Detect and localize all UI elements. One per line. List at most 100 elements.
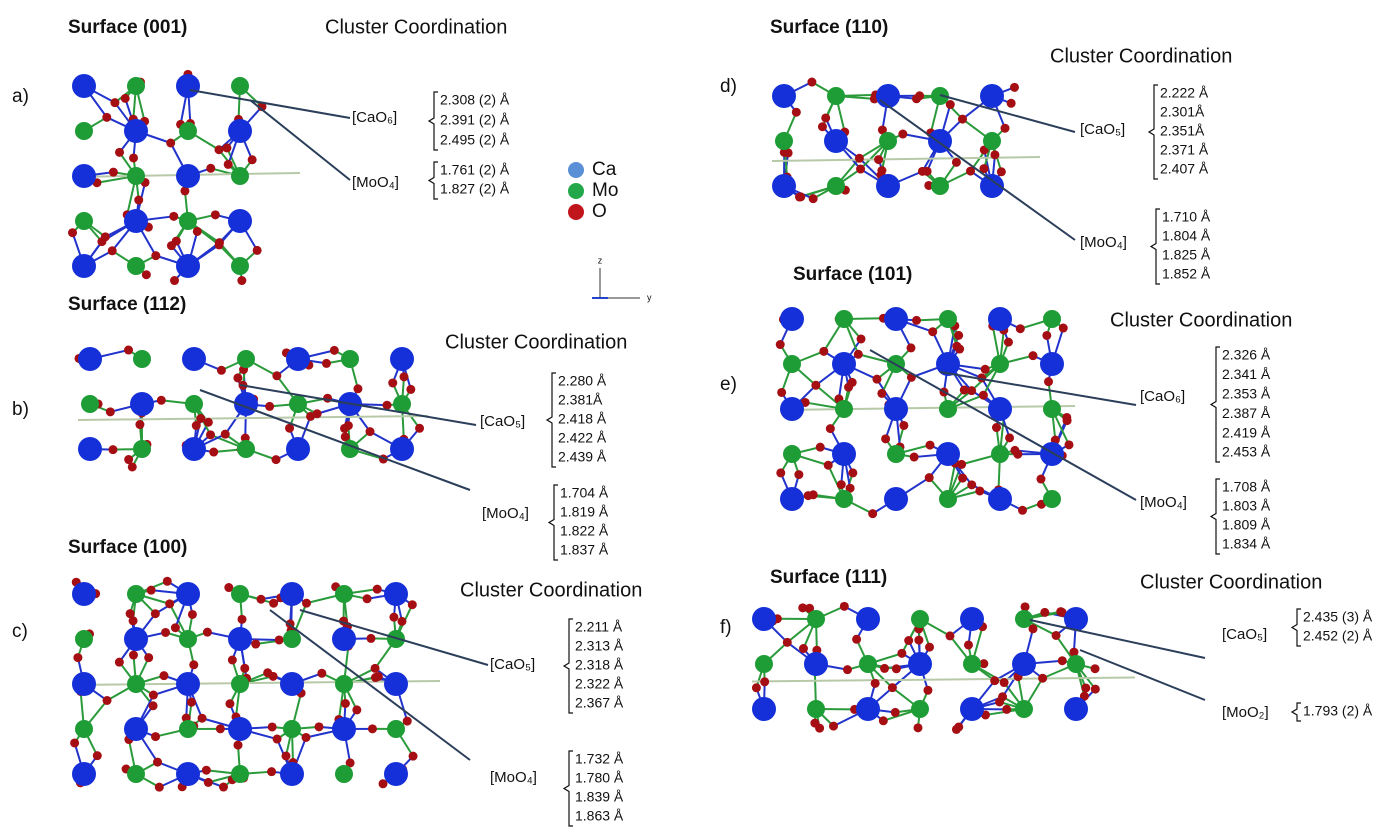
o-atom: [101, 232, 110, 241]
mo-atom: [827, 87, 845, 105]
panel-label: d): [720, 76, 737, 97]
crystal-structure: [68, 70, 300, 285]
mo-atom: [755, 655, 773, 673]
o-atom: [964, 640, 973, 649]
ca-atom: [280, 582, 304, 606]
o-atom: [237, 276, 246, 285]
o-atom: [879, 716, 888, 725]
bond-length: 1.822 Å: [560, 523, 609, 539]
o-atom: [415, 424, 424, 433]
o-atom: [406, 385, 415, 394]
o-atom: [818, 122, 827, 131]
legend-label: O: [592, 201, 607, 222]
bracket: [429, 92, 438, 150]
pointer-line: [250, 100, 350, 180]
ca-atom: [286, 437, 310, 461]
bracket: [549, 485, 558, 560]
bond-length: 1.803 Å: [1222, 498, 1271, 514]
pointer-line: [1080, 650, 1205, 700]
ca-atom: [182, 347, 206, 371]
ca-atom: [176, 164, 200, 188]
o-atom: [1028, 351, 1037, 360]
ca-atom: [390, 437, 414, 461]
panel-heading: Cluster Coordination: [1140, 571, 1322, 593]
pointer-line: [870, 350, 1136, 500]
ca-atom: [384, 672, 408, 696]
bond-length: 1.839 Å: [575, 789, 624, 805]
mo-atom: [775, 132, 793, 150]
mo-atom: [835, 310, 853, 328]
o-atom: [815, 724, 824, 733]
o-atom: [153, 758, 162, 767]
o-atom: [777, 388, 786, 397]
o-atom: [874, 155, 883, 164]
o-atom: [954, 331, 963, 340]
ca-atom: [832, 352, 856, 376]
o-atom: [108, 246, 117, 255]
ca-atom: [876, 84, 900, 108]
mo-atom: [911, 700, 929, 718]
ca-atom: [988, 397, 1012, 421]
bond-length: 2.367 Å: [575, 695, 624, 711]
o-atom: [1038, 674, 1047, 683]
o-atom: [409, 752, 418, 761]
bracket: [564, 619, 573, 713]
o-atom: [167, 241, 176, 250]
mo-atom: [991, 355, 1009, 373]
o-atom: [234, 741, 243, 750]
o-atom: [1081, 683, 1090, 692]
bond-length: 2.341 Å: [1222, 366, 1271, 382]
o-atom: [109, 168, 118, 177]
o-atom: [880, 664, 889, 673]
ca-atom: [884, 397, 908, 421]
bracket: [547, 373, 556, 467]
o-atom: [134, 196, 143, 205]
o-atom: [204, 778, 213, 787]
o-atom: [161, 628, 170, 637]
o-atom: [872, 375, 881, 384]
o-atom: [151, 251, 160, 260]
ca-atom: [228, 717, 252, 741]
o-atom: [248, 155, 257, 164]
panel-label: c): [12, 621, 28, 642]
bond-length: 1.780 Å: [575, 770, 624, 786]
mo-atom: [931, 177, 949, 195]
mo-atom: [807, 610, 825, 628]
o-atom: [928, 327, 937, 336]
mo-atom: [283, 720, 301, 738]
ca-atom: [332, 627, 356, 651]
o-atom: [990, 150, 999, 159]
mo-atom: [179, 122, 197, 140]
o-atom: [857, 334, 866, 343]
bond-length: 2.222 Å: [1160, 85, 1209, 101]
ca-atom: [78, 347, 102, 371]
mo-atom: [1015, 610, 1033, 628]
o-atom: [233, 373, 242, 382]
mo-atom: [127, 77, 145, 95]
o-atom: [282, 751, 291, 760]
o-atom: [302, 599, 311, 608]
ca-atom: [960, 697, 984, 721]
o-atom: [187, 698, 196, 707]
o-atom: [315, 722, 324, 731]
o-atom: [1010, 83, 1019, 92]
bond-length: 1.732 Å: [575, 751, 624, 767]
o-atom: [149, 691, 158, 700]
o-atom: [157, 396, 166, 405]
o-atom: [124, 346, 133, 355]
crystal-structure: [752, 602, 1135, 734]
o-atom: [373, 585, 382, 594]
o-atom: [990, 676, 999, 685]
o-atom: [843, 665, 852, 674]
ca-atom: [280, 762, 304, 786]
bond-length: 1.863 Å: [575, 808, 624, 824]
panel-title: Surface (100): [68, 537, 187, 558]
panel-title: Surface (110): [770, 17, 888, 38]
o-atom: [992, 423, 1001, 432]
o-atom: [209, 448, 218, 457]
o-atom: [752, 683, 761, 692]
o-atom: [129, 651, 138, 660]
ca-atom: [832, 442, 856, 466]
o-atom: [121, 94, 130, 103]
o-atom: [794, 470, 803, 479]
